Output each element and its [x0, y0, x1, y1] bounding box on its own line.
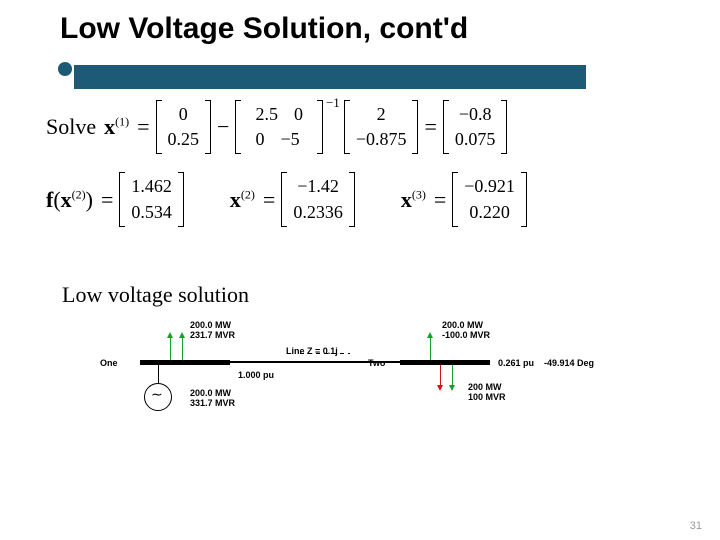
title-underline [74, 65, 586, 89]
bus2-gen-stem [430, 338, 431, 360]
bus-two-pu: 0.261 pu [498, 358, 534, 368]
page-number: 31 [690, 520, 702, 532]
equals-2: = [424, 114, 436, 140]
vector-f0: 2 −0.875 [344, 100, 419, 154]
bus2-load-arrow-icon [437, 385, 443, 391]
bus1-gen-stem2 [182, 338, 183, 360]
bus-two-ang: -49.914 Deg [544, 358, 594, 368]
bus-one-pu: 1.000 pu [238, 370, 274, 380]
equals-1: = [137, 114, 149, 140]
bus1-gen-line [158, 365, 159, 385]
solve-label: Solve [46, 114, 96, 140]
slide-title: Low Voltage Solution, cont'd [60, 12, 468, 46]
x3-symbol: x(3) [401, 187, 426, 213]
equation-2: f(x(2)) = 1.462 0.534 x(2) = −1.42 0.233… [42, 172, 700, 226]
bus1-load-mvr: 231.7 MVR [190, 330, 235, 340]
bus-two-bar [400, 360, 490, 365]
bus2-gen-mvr: -100.0 MVR [442, 330, 490, 340]
line-z-label: Line Z = 0.1j [286, 346, 338, 356]
equation-area: Solve x(1) = 0 0.25 − 2.50 0−5 −1 [42, 100, 700, 245]
x1-symbol: x(1) [104, 114, 129, 140]
bus2-gen-mw: 200.0 MW [442, 320, 483, 330]
equals-4: = [263, 187, 275, 213]
bus-one-name: One [100, 358, 118, 368]
vector-x2: −1.42 0.2336 [281, 172, 355, 226]
matrix-jacobian: 2.50 0−5 [235, 100, 323, 154]
bus2-load-mw: 200 MW [468, 382, 502, 392]
equation-1: Solve x(1) = 0 0.25 − 2.50 0−5 −1 [42, 100, 700, 154]
vector-x0: 0 0.25 [156, 100, 212, 154]
bus2-load-stem2 [452, 365, 453, 385]
subtitle: Low voltage solution [62, 282, 249, 308]
bus-one-bar [140, 360, 230, 365]
inverse-exponent: −1 [326, 95, 340, 111]
bus1-gen-stem [170, 338, 171, 360]
minus-1: − [217, 114, 229, 140]
fx2-symbol: f(x(2)) [46, 187, 93, 213]
power-flow-diagram: One 1.000 pu 200.0 MW 231.7 MVR 200.0 MW… [90, 320, 610, 430]
dash-icon [300, 353, 350, 354]
vector-x3: −0.921 0.220 [452, 172, 527, 226]
equals-3: = [101, 187, 113, 213]
bus1-gen-arrow-icon [167, 332, 173, 338]
bus2-load-stem [440, 365, 441, 385]
generator-icon [144, 383, 172, 411]
bus1-gen-mvr: 331.7 MVR [190, 398, 235, 408]
vector-fx2: 1.462 0.534 [119, 172, 184, 226]
bus1-gen-mw: 200.0 MW [190, 388, 231, 398]
bus1-load-mw: 200.0 MW [190, 320, 231, 330]
title-bullet [58, 62, 72, 76]
vector-x1-result: −0.8 0.075 [443, 100, 508, 154]
bus1-gen-arrow2-icon [179, 332, 185, 338]
bus2-gen-arrow-icon [427, 332, 433, 338]
bus2-load-mvr: 100 MVR [468, 392, 506, 402]
bus2-load-arrow2-icon [449, 385, 455, 391]
equals-5: = [434, 187, 446, 213]
bus-two-name: Two [368, 358, 385, 368]
x2-symbol: x(2) [230, 187, 255, 213]
